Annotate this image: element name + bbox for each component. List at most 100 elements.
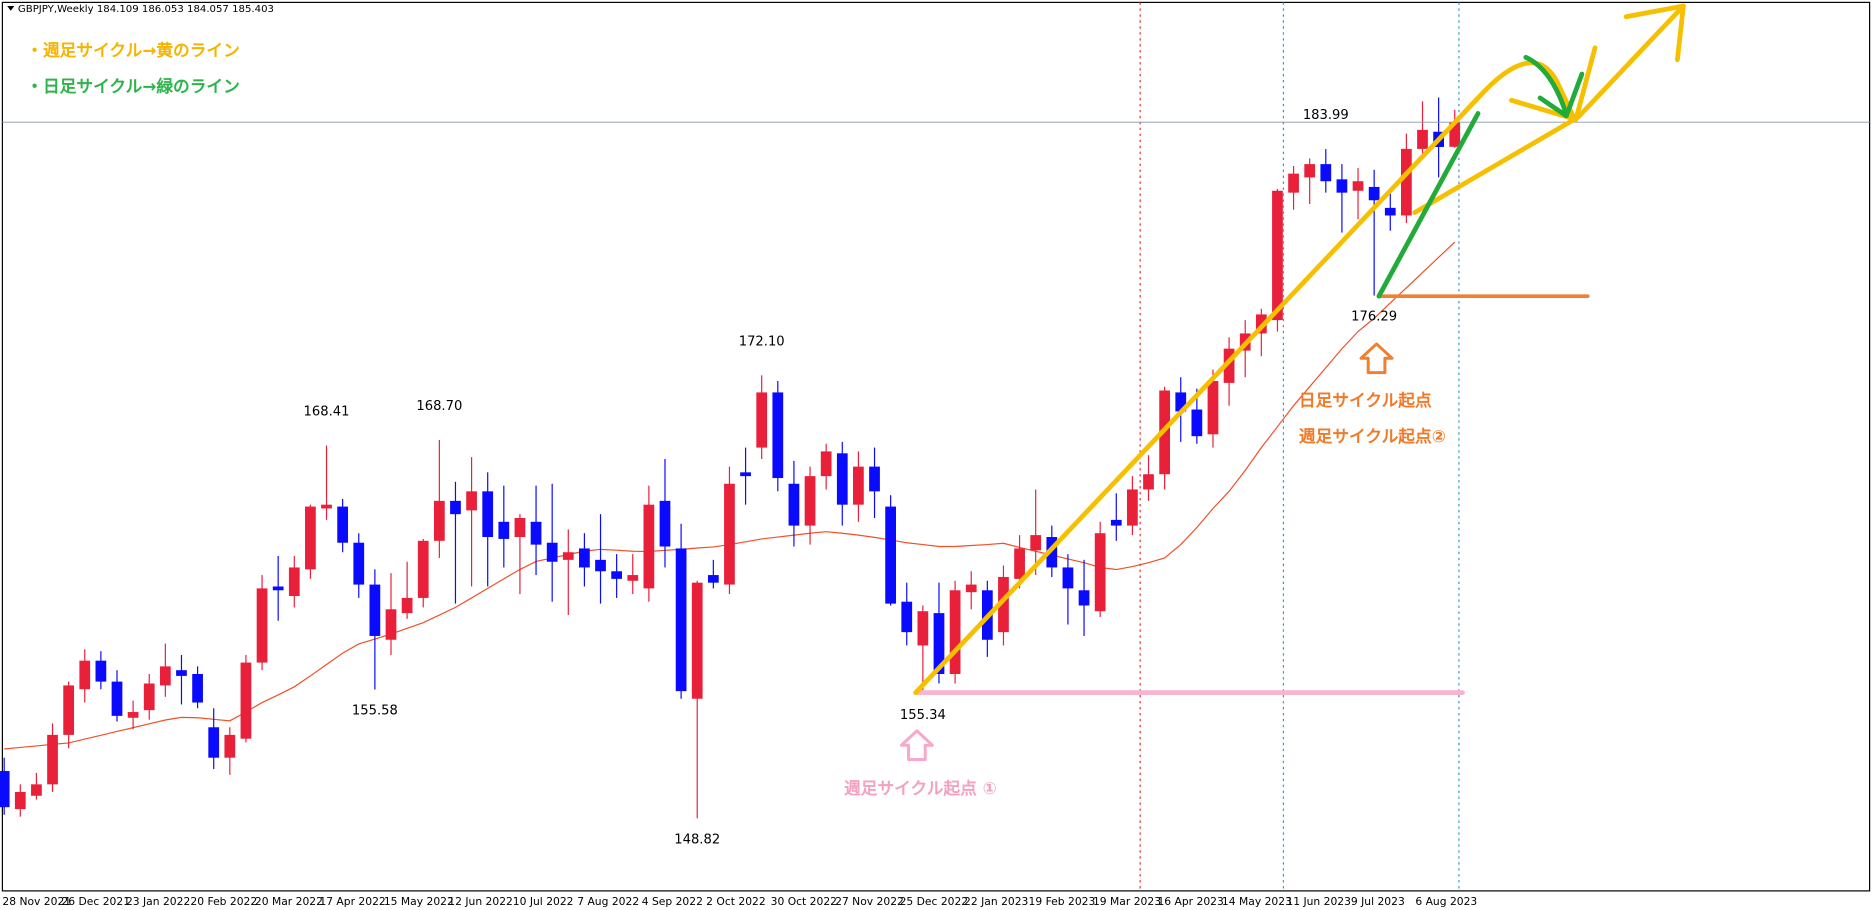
price-label: 183.99 [1303,108,1349,123]
candle-body [176,670,187,676]
candle-body [1207,381,1219,435]
candle-body [14,791,26,810]
candle-body [820,451,832,477]
candle-body [240,662,252,739]
x-tick-label: 4 Sep 2022 [642,895,703,908]
plot-area [0,97,1870,819]
weekly-cycle-line [913,60,1576,696]
candle-body [917,611,929,646]
x-tick-label: 20 Feb 2022 [190,895,257,908]
x-tick-label: 25 Dec 2022 [900,895,969,908]
candle-body [1352,181,1364,191]
note: ・週足サイクル→黄のライン [26,40,240,60]
price-label: 148.82 [674,832,720,847]
candle-body [1191,409,1203,437]
candle-body [1175,392,1187,412]
candle-body [321,504,332,509]
x-tick-label: 15 May 2022 [384,895,454,908]
candle-body [433,500,445,541]
x-tick-label: 2 Oct 2022 [706,895,766,908]
weekly-cycle-line [1412,3,1686,215]
candle-body [256,588,268,663]
header: GBPJPY,Weekly 184.109 186.053 184.057 18… [18,4,274,15]
candle-body [1030,535,1042,551]
candle-body [401,597,413,614]
candle-body [514,517,526,538]
candle-body [305,506,316,570]
candle-body [1127,489,1138,526]
candle-body [788,483,800,526]
candle-body [192,673,203,703]
candle-body [1110,519,1122,526]
candle-body [417,540,429,598]
candle-body [1288,173,1299,193]
x-tick-label: 9 Jul 2023 [1351,895,1405,908]
candle-body [1223,348,1235,383]
annotation: 日足サイクル起点 [1299,390,1432,410]
candle-body [756,392,768,448]
candle-body [1046,537,1058,568]
candle-body [853,466,864,505]
candle-body [1336,179,1348,193]
daily-cycle-arrow [1523,54,1585,119]
candle-body [885,506,897,604]
candle-body [1368,186,1380,201]
candle-body [31,784,42,796]
candle-body [869,466,880,492]
arrow-head [1623,3,1686,63]
candle-body [1094,533,1106,612]
candle-body [546,542,558,562]
candle-body [562,552,574,560]
candle-body [208,727,220,758]
ohlc-low: 184.057 [187,4,229,15]
candle-body [659,500,671,547]
candle-body [95,660,107,682]
candle-body [1401,148,1412,216]
ohlc-close: 185.403 [232,4,274,15]
candle-body [111,681,123,716]
up-arrow-icon [1359,342,1394,375]
x-tick-label: 19 Mar 2023 [1093,895,1161,908]
candle-body [127,712,139,718]
candle-body [466,491,477,511]
price-label: 155.58 [352,704,398,719]
candle-body [498,521,510,539]
price-label: 168.70 [416,399,462,414]
ohlc-high: 186.053 [142,4,184,15]
candle-body [901,601,913,633]
menu-triangle [7,5,15,11]
x-tick-label: 6 Aug 2023 [1415,895,1477,908]
candle-body [47,734,58,785]
candle-body [836,453,848,505]
candle-body [482,491,494,538]
price-label: 155.34 [900,708,946,723]
x-tick-label: 12 Jun 2022 [448,895,513,908]
candle-body [288,567,300,596]
x-tick-label: 16 Apr 2023 [1157,895,1223,908]
candle-body [63,685,75,735]
price-label: 176.29 [1351,310,1397,325]
candle-body [724,483,735,585]
candle-body [1272,190,1283,321]
candle-body [143,683,155,711]
candle-body [691,582,703,699]
plot-frame [1,1,1871,892]
candle-body [1304,164,1316,178]
hand-drawings [899,3,1686,762]
candle-body [1417,129,1428,149]
daily-cycle-line [1376,111,1481,299]
x-tick-label: 14 May 2023 [1222,895,1292,908]
candle-body [1014,548,1025,579]
candle-body [159,666,171,686]
candle-body [627,575,639,581]
annotation: 週足サイクル起点② [1299,426,1446,446]
candle-body [707,575,719,583]
candle-body [0,771,10,808]
candle-body [272,586,284,591]
candle-body [1320,164,1332,182]
candle-body [450,500,461,515]
price-label: 172.10 [739,334,785,349]
x-tick-label: 11 Jun 2023 [1286,895,1351,908]
candle-body [998,576,1009,633]
candle-body [595,559,606,572]
